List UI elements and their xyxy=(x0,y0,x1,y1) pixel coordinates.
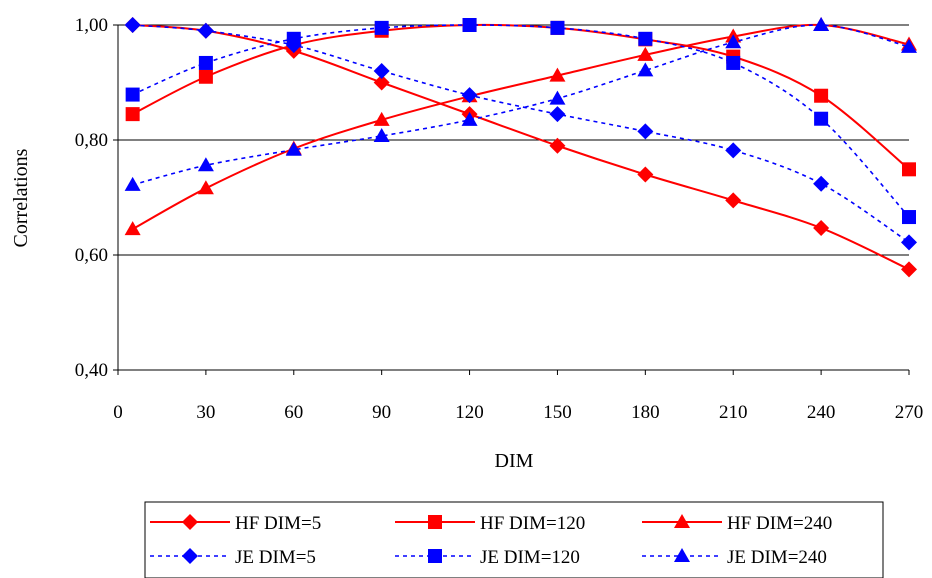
data-point-marker xyxy=(549,137,566,154)
data-point-marker xyxy=(373,63,390,79)
legend: HF DIM=5 HF DIM=120 HF DIM=240 JE DIM=5 JE D… xyxy=(144,501,884,578)
data-point-marker xyxy=(638,31,653,46)
axes xyxy=(117,25,909,371)
data-point-marker xyxy=(124,17,141,33)
x-tick-label: 120 xyxy=(455,402,484,423)
data-point-marker xyxy=(814,88,829,103)
data-point-marker xyxy=(373,127,390,142)
legend-item: HF DIM=120 xyxy=(395,513,585,534)
x-tick-label: 180 xyxy=(631,402,660,423)
data-point-marker xyxy=(813,175,830,192)
series-line xyxy=(132,24,910,271)
series-3 xyxy=(124,17,917,236)
legend-label: JE DIM=240 xyxy=(727,547,827,568)
series-line xyxy=(132,23,910,230)
data-point-marker xyxy=(461,87,478,104)
data-point-marker xyxy=(550,20,565,35)
y-tick-label: 0,80 xyxy=(75,130,108,151)
data-point-marker xyxy=(637,123,654,140)
legend-label: JE DIM=120 xyxy=(480,547,580,568)
y-tick-label: 0,60 xyxy=(75,245,108,266)
legend-swatch-marker xyxy=(674,514,690,528)
x-tick-label: 30 xyxy=(196,402,215,423)
data-point-marker xyxy=(725,34,742,49)
legend-label: HF DIM=120 xyxy=(480,513,585,534)
legend-box xyxy=(144,501,884,578)
data-point-marker xyxy=(197,180,214,195)
legend-swatch-marker xyxy=(428,549,442,563)
data-point-marker xyxy=(901,234,917,251)
legend-swatch-marker xyxy=(428,515,442,529)
data-point-marker xyxy=(125,107,140,122)
data-point-marker xyxy=(549,67,566,82)
data-point-marker xyxy=(373,111,390,126)
data-point-marker xyxy=(198,69,213,84)
data-point-marker xyxy=(285,141,302,156)
y-axis-title: Correlations xyxy=(10,148,32,247)
series-line xyxy=(132,23,910,171)
data-point-marker xyxy=(726,55,741,70)
data-point-marker xyxy=(813,17,830,31)
legend-item: HF DIM=5 xyxy=(150,513,321,534)
data-point-marker xyxy=(373,74,390,91)
data-point-marker xyxy=(197,22,214,39)
data-point-marker xyxy=(374,20,389,35)
data-point-marker xyxy=(461,111,478,126)
data-point-marker xyxy=(902,162,916,177)
data-point-marker xyxy=(125,87,140,102)
series-line xyxy=(132,24,910,186)
x-tick-label: 60 xyxy=(284,402,303,423)
legend-swatch-marker xyxy=(182,548,198,564)
series-6 xyxy=(124,17,917,191)
x-tick-label: 0 xyxy=(113,402,123,423)
data-point-marker xyxy=(814,111,829,126)
data-point-marker xyxy=(725,192,742,209)
y-tick-labels: 0,40 0,60 0,80 1,00 xyxy=(75,15,108,381)
data-point-marker xyxy=(549,106,566,123)
y-tick-label: 1,00 xyxy=(75,15,108,36)
legend-label: HF DIM=5 xyxy=(235,513,321,534)
data-point-marker xyxy=(198,55,213,70)
data-point-marker xyxy=(124,176,141,191)
legend-label: HF DIM=240 xyxy=(727,513,832,534)
x-tick-label: 150 xyxy=(543,402,572,423)
data-point-marker xyxy=(637,46,654,61)
data-point-marker xyxy=(549,90,566,105)
x-tick-labels: 0 30 60 90 120 150 180 210 240 270 xyxy=(113,402,923,423)
y-tick-label: 0,40 xyxy=(75,360,108,381)
legend-item: JE DIM=5 xyxy=(150,547,316,568)
legend-item: JE DIM=240 xyxy=(642,547,827,568)
legend-swatch-marker xyxy=(674,548,690,562)
data-point-marker xyxy=(637,166,654,183)
data-point-marker xyxy=(637,62,654,77)
x-tick-label: 270 xyxy=(895,402,924,423)
data-point-marker xyxy=(901,38,917,53)
x-axis-title: DIM xyxy=(495,450,534,472)
legend-item: JE DIM=120 xyxy=(395,547,580,568)
series-2 xyxy=(125,18,916,177)
data-point-marker xyxy=(813,219,830,236)
data-point-marker xyxy=(462,18,477,32)
data-point-marker xyxy=(901,261,917,278)
data-point-marker xyxy=(197,157,214,172)
x-tick-label: 210 xyxy=(719,402,748,423)
series-layer xyxy=(124,17,917,278)
x-tick-label: 240 xyxy=(807,402,836,423)
data-point-marker xyxy=(286,31,301,46)
legend-label: JE DIM=5 xyxy=(235,547,316,568)
series-line xyxy=(132,24,910,218)
data-point-marker xyxy=(902,210,916,225)
data-point-marker xyxy=(124,221,141,236)
data-point-marker xyxy=(725,142,742,159)
legend-swatch-marker xyxy=(182,514,198,530)
series-1 xyxy=(124,17,917,278)
series-5 xyxy=(125,18,916,225)
x-tick-label: 90 xyxy=(372,402,391,423)
legend-item: HF DIM=240 xyxy=(642,513,832,534)
